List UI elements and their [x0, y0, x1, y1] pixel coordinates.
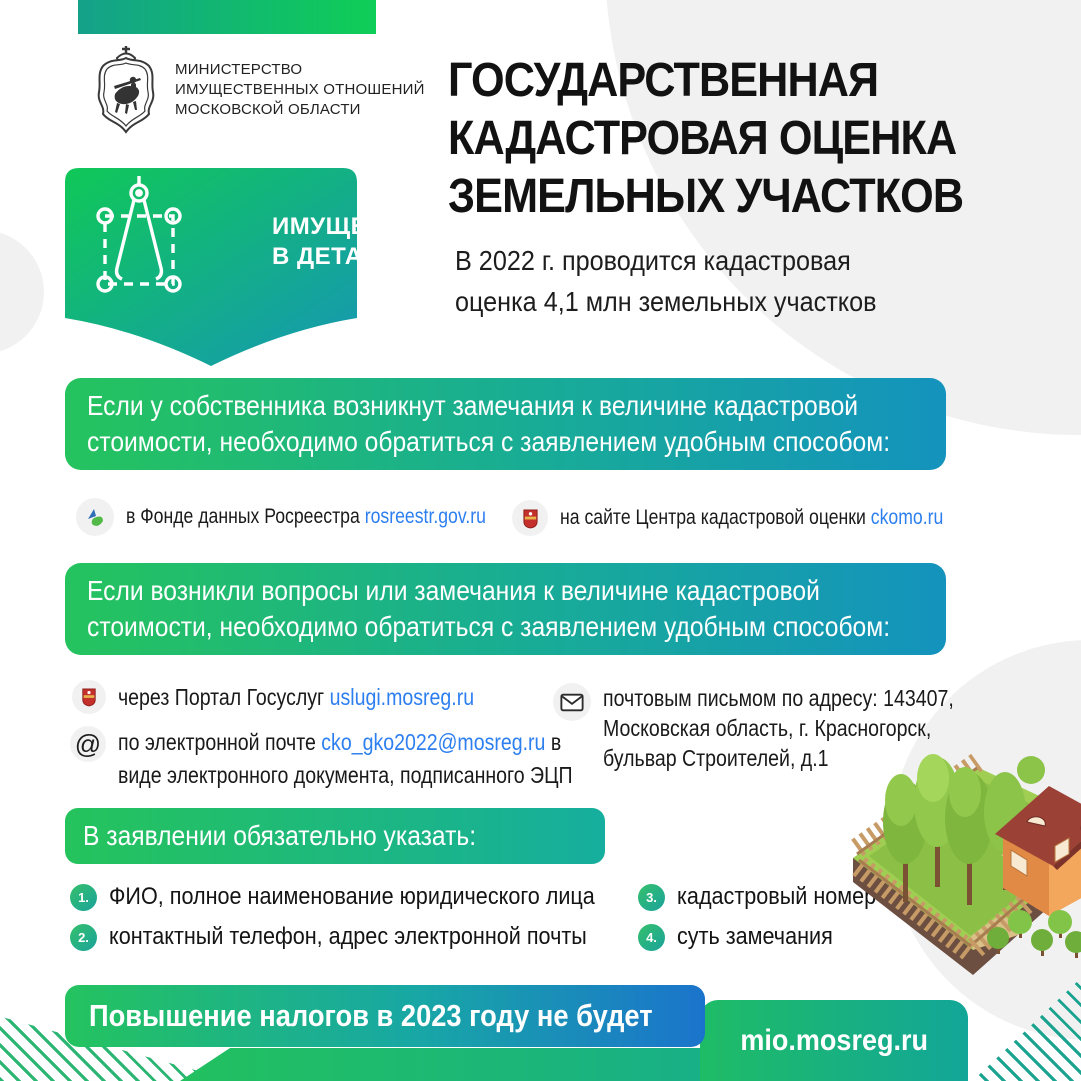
channel-cko: на сайте Центра кадастровой оценки ckomo… [512, 500, 1016, 536]
item-text: контактный телефон, адрес электронной по… [109, 923, 587, 950]
ministry-name: МИНИСТЕРСТВО ИМУЩЕСТВЕННЫХ ОТНОШЕНИЙ МОС… [175, 60, 425, 120]
envelope-icon [553, 683, 591, 721]
email-tail: в [550, 729, 562, 755]
ministry-name-line3: МОСКОВСКОЙ ОБЛАСТИ [175, 101, 361, 118]
badge-line1: ИМУЩЕСТВО [272, 213, 436, 240]
banner-questions-line2: стоимости, необходимо обратиться с заявл… [87, 611, 891, 642]
title-line2: КАДАСТРОВАЯ ОЦЕНКА [448, 112, 957, 165]
rosreestr-link[interactable]: rosreestr.gov.ru [364, 505, 486, 528]
item-text: ФИО, полное наименование юридического ли… [109, 883, 595, 910]
list-item: 2. контактный телефон, адрес электронной… [70, 923, 640, 951]
ministry-coat-of-arms-icon [97, 46, 155, 134]
house-illustration [851, 753, 1081, 975]
page-subtitle: В 2022 г. проводится кадастровая оценка … [455, 240, 923, 322]
banner-statement-heading: В заявлении обязательно указать: [65, 808, 605, 864]
item-text: кадастровый номер [677, 883, 877, 910]
contact-post: почтовым письмом по адресу: 143407, Моск… [553, 683, 1016, 773]
program-badge [65, 168, 357, 366]
house [995, 786, 1081, 916]
rosreestr-icon [76, 498, 114, 536]
program-badge-label: ИМУЩЕСТВО В ДЕТАЛЯХ [272, 212, 436, 272]
badge-line2: В ДЕТАЛЯХ [272, 243, 415, 270]
rosreestr-label: в Фонде данных Росреестра [126, 505, 360, 528]
cko-link[interactable]: ckomo.ru [870, 506, 944, 529]
ministry-name-line2: ИМУЩЕСТВЕННЫХ ОТНОШЕНИЙ [175, 81, 425, 98]
mosreg-emblem-icon [72, 680, 106, 714]
top-accent-bar [78, 0, 376, 34]
item-number-badge: 1. [70, 883, 97, 911]
page-title: ГОСУДАРСТВЕННАЯ КАДАСТРОВАЯ ОЦЕНКА ЗЕМЕЛ… [448, 52, 1020, 226]
contact-gosuslugi: через Портал Госуслуг uslugi.mosreg.ru [72, 680, 537, 714]
item-number-badge: 4. [638, 923, 665, 951]
list-item: 1. ФИО, полное наименование юридического… [70, 883, 649, 911]
item-number-badge: 3. [638, 883, 665, 911]
at-sign-icon: @ [70, 726, 106, 762]
compass-survey-icon [96, 176, 182, 293]
cko-label: на сайте Центра кадастровой оценки [560, 506, 866, 529]
banner-remarks-line2: стоимости, необходимо обратиться с заявл… [87, 426, 891, 457]
contact-email: @ по электронной почте cko_gko2022@mosre… [70, 726, 653, 792]
ministry-name-line1: МИНИСТЕРСТВО [175, 61, 303, 78]
title-line3: ЗЕМЕЛЬНЫХ УЧАСТКОВ [448, 170, 964, 223]
banner-questions: Если возникли вопросы или замечания к ве… [65, 563, 946, 655]
banner-tax-note: Повышение налогов в 2023 году не будет [65, 985, 705, 1047]
subtitle-line2: оценка 4,1 млн земельных участков [455, 286, 877, 317]
title-line1: ГОСУДАРСТВЕННАЯ [448, 54, 879, 107]
tax-note-text: Повышение налогов в 2023 году не будет [89, 998, 653, 1033]
banner-remarks: Если у собственника возникнут замечания … [65, 378, 946, 470]
email-line2: виде электронного документа, подписанног… [118, 762, 573, 788]
post-line3: бульвар Строителей, д.1 [603, 745, 829, 771]
background-blob-left [0, 230, 44, 354]
gosuslugi-label: через Портал Госуслуг [118, 683, 325, 710]
email-label: по электронной почте [118, 729, 316, 755]
post-line1: почтовым письмом по адресу: 143407, [603, 685, 954, 711]
subtitle-line1: В 2022 г. проводится кадастровая [455, 245, 851, 276]
post-line2: Московская область, г. Красногорск, [603, 715, 932, 741]
bushes [987, 756, 1081, 958]
gosuslugi-link[interactable]: uslugi.mosreg.ru [329, 683, 475, 710]
item-text: суть замечания [677, 923, 833, 950]
site-link[interactable]: mio.mosreg.ru [740, 1023, 928, 1057]
email-link[interactable]: cko_gko2022@mosreg.ru [321, 729, 546, 755]
site-footer-block: mio.mosreg.ru [700, 1000, 968, 1081]
list-item: 3. кадастровый номер [638, 883, 898, 911]
trees [883, 754, 1026, 905]
item-number-badge: 2. [70, 923, 97, 951]
mosreg-emblem-icon [512, 500, 548, 536]
list-item: 4. суть замечания [638, 923, 850, 951]
statement-heading: В заявлении обязательно указать: [83, 820, 477, 851]
banner-remarks-line1: Если у собственника возникнут замечания … [87, 390, 859, 421]
channel-rosreestr: в Фонде данных Росреестра rosreestr.gov.… [76, 498, 555, 536]
banner-questions-line1: Если возникли вопросы или замечания к ве… [87, 575, 820, 606]
